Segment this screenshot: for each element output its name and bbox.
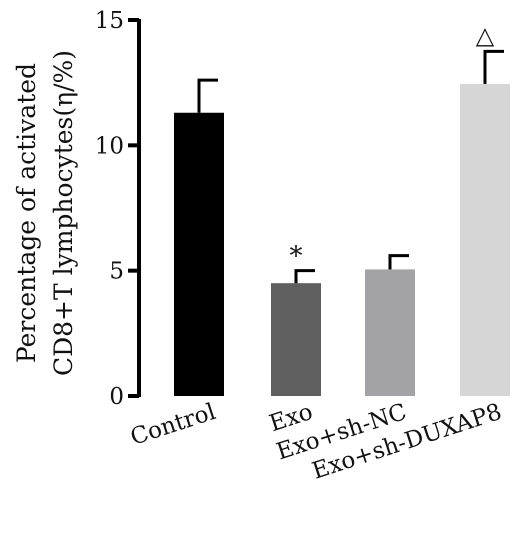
bar-control — [174, 112, 224, 396]
bar-exo — [271, 283, 321, 396]
y-axis-label-line-1: Percentage of activated — [12, 63, 41, 363]
x-label-control: Control — [127, 399, 218, 451]
y-tick-label-0: 0 — [109, 384, 124, 410]
y-tick-label-10: 10 — [95, 133, 124, 159]
y-axis-label-line-2: CD8+T lymphocytes(η/%) — [49, 50, 78, 376]
y-tick-label-5: 5 — [109, 259, 124, 285]
y-axis: 0 5 10 15 — [95, 8, 141, 410]
error-bars-group — [197, 49, 504, 284]
significance-asterisk: * — [290, 242, 303, 272]
bar-exo-sh-duxap8 — [460, 83, 510, 397]
bar-exo-sh-nc — [365, 269, 415, 396]
annotations-group: *△ — [290, 21, 495, 271]
bars-group — [174, 83, 510, 397]
y-tick-label-15: 15 — [95, 8, 124, 34]
y-axis-label: Percentage of activated CD8+T lymphocyte… — [12, 50, 78, 376]
significance-triangle: △ — [476, 21, 495, 49]
